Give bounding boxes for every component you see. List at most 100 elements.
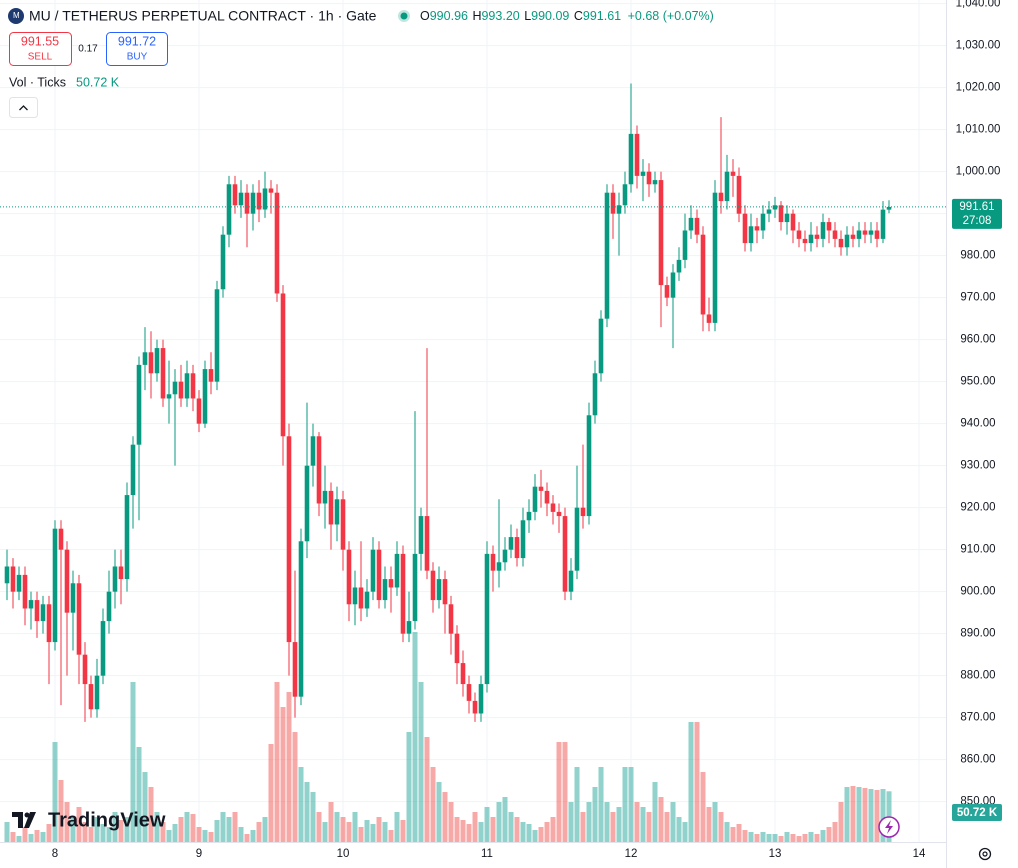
volume-bar (622, 767, 628, 842)
candle-body (778, 205, 784, 223)
candle-body (838, 238, 844, 248)
ohlc-key: L (524, 9, 531, 23)
candle-body (268, 188, 274, 193)
candle-body (820, 222, 826, 239)
collapse-chevron (19, 105, 28, 111)
candle-body (718, 192, 724, 202)
candle-body (10, 566, 16, 592)
settings-gear (978, 847, 992, 861)
volume-bar (754, 834, 760, 842)
candle-body (382, 579, 388, 601)
volume-bar (58, 780, 64, 842)
candle-body (550, 503, 556, 512)
volume-bar (304, 782, 310, 842)
volume-bar (772, 834, 778, 842)
volume-bar (310, 792, 316, 842)
volume-bar (712, 802, 718, 842)
candle-body (226, 184, 232, 235)
candle-body (670, 272, 676, 298)
volume-bar (328, 802, 334, 842)
volume-bar (490, 817, 496, 842)
volume-bar (436, 782, 442, 842)
volume-bar (22, 827, 28, 842)
volume-bar (652, 782, 658, 842)
ohlc-legend: O990.96 H993.20 L990.09 C991.61 +0.68 (+… (420, 9, 714, 23)
logo-mark (12, 812, 36, 828)
volume-bar (832, 822, 838, 842)
settings-button[interactable] (978, 847, 992, 861)
logo-text: TradingView (48, 809, 166, 831)
volume-bar (424, 737, 430, 842)
candle-body (34, 600, 40, 622)
candle-body (256, 192, 262, 210)
volume-legend: Vol · Ticks (9, 75, 66, 89)
x-tick-label: 14 (913, 848, 926, 860)
volume-bar (502, 797, 508, 842)
volume-bar (634, 802, 640, 842)
volume-bar (292, 732, 298, 842)
candle-body (880, 209, 886, 239)
candle-body (298, 541, 304, 697)
candle-body (346, 549, 352, 605)
volume-bar (478, 822, 484, 842)
sell-button[interactable]: 991.55 SELL (9, 32, 72, 66)
candle-body (556, 511, 562, 517)
volume-bar (52, 742, 58, 842)
ohlc-value: 990.09 (531, 9, 569, 23)
candle-body (70, 583, 76, 613)
candle-body (478, 684, 484, 714)
lightning-button[interactable] (878, 816, 900, 838)
candle-body (286, 436, 292, 643)
ohlc-key: O (420, 9, 430, 23)
volume-bar (538, 827, 544, 842)
y-tick-label: 940.00 (960, 418, 995, 430)
volume-bar (778, 836, 784, 842)
candle-body (514, 537, 520, 559)
candle-body (472, 700, 478, 714)
ohlc-value: 991.61 (583, 9, 621, 23)
volume-bar (406, 732, 412, 842)
candle-body (526, 511, 532, 521)
volume-bar (274, 682, 280, 842)
candle-body (376, 549, 382, 601)
y-tick-label: 860.00 (960, 754, 995, 766)
volume-bar (658, 797, 664, 842)
volume-bar (100, 824, 106, 842)
symbol-icon-glyph: M (13, 11, 20, 20)
candle-body (754, 226, 760, 231)
candle-body (586, 415, 592, 517)
candle-body (220, 234, 226, 290)
candle-body (520, 520, 526, 559)
candle-body (658, 180, 664, 286)
candle-body (862, 230, 868, 235)
y-tick-label: 910.00 (960, 544, 995, 556)
volume-bar (874, 790, 880, 842)
buy-button[interactable]: 991.72 BUY (106, 32, 168, 66)
candle-body (232, 184, 238, 206)
volume-bar (226, 817, 232, 842)
spread: 0.17 (78, 44, 98, 55)
volume-tag-label: 50.72 K (957, 807, 998, 819)
volume-bar (544, 822, 550, 842)
candle-body (544, 490, 550, 504)
candle-body (208, 369, 214, 382)
volume-bar (166, 830, 172, 842)
candle-body (700, 234, 706, 315)
volume-bar (868, 789, 874, 842)
candle-body (88, 684, 94, 710)
volume-bar (16, 836, 22, 842)
candle-body (850, 234, 856, 239)
volume-bar (256, 822, 262, 842)
candle-body (748, 226, 754, 244)
ohlc-value: 990.96 (430, 9, 468, 23)
candle-body (580, 507, 586, 517)
collapse-button[interactable] (9, 97, 38, 118)
volume-bar (220, 812, 226, 842)
volume-bar (400, 820, 406, 842)
volume-bar (364, 820, 370, 842)
volume-bar (598, 767, 604, 842)
volume-bar (550, 817, 556, 842)
volume-bar (676, 817, 682, 842)
volume-bar (616, 807, 622, 842)
candle-body (100, 621, 106, 676)
